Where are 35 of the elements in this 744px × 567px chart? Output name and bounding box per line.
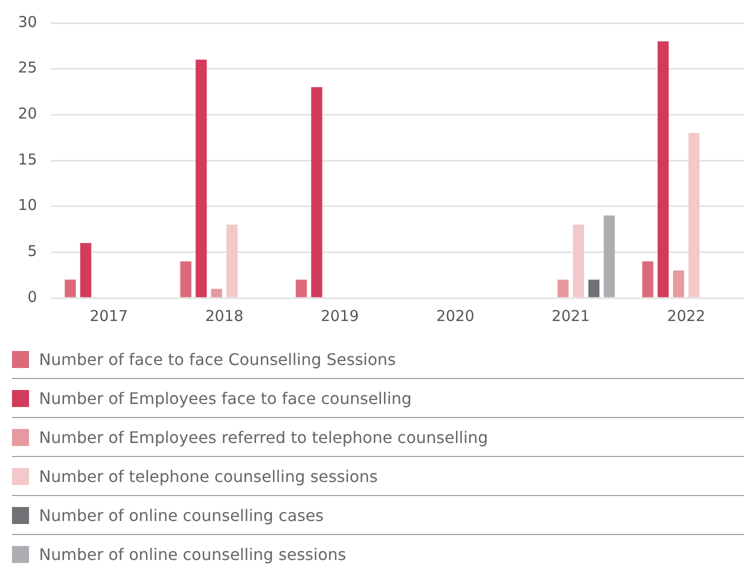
y-tick-label: 30 — [18, 12, 38, 31]
x-tick-label: 2022 — [667, 306, 706, 325]
x-tick-label: 2020 — [436, 306, 474, 325]
legend-label: Number of telephone counselling sessions — [39, 466, 378, 486]
bar — [688, 133, 700, 298]
y-tick-label: 20 — [18, 104, 38, 123]
y-tick-label: 15 — [18, 150, 38, 168]
bar — [180, 261, 192, 298]
y-tick-label: 5 — [28, 242, 38, 260]
bar — [604, 216, 615, 298]
bar — [211, 288, 222, 298]
bar — [642, 261, 654, 298]
bar — [196, 60, 207, 298]
bar — [673, 270, 684, 298]
x-tick-label: 2021 — [552, 306, 590, 325]
bar — [311, 87, 322, 298]
bar — [558, 280, 569, 298]
y-tick-label: 10 — [18, 196, 38, 214]
legend-label: Number of online counselling sessions — [39, 544, 346, 564]
y-tick-label: 0 — [28, 288, 38, 306]
bar — [296, 280, 307, 298]
x-tick-label: 2017 — [90, 306, 128, 325]
legend-label: Number of Employees referred to telephone counselling — [39, 428, 488, 446]
legend-label: Number of Employees face to face counselling — [39, 388, 412, 408]
bar — [658, 41, 669, 298]
x-tick-label: 2018 — [205, 306, 244, 325]
bar — [80, 243, 92, 298]
bar — [64, 280, 76, 298]
y-tick-label: 25 — [18, 58, 38, 77]
bar — [588, 280, 600, 298]
bar — [572, 224, 584, 298]
legend-label: Number of online counselling cases — [39, 506, 324, 524]
legend-label: Number of face to face Counselling Sessions — [39, 350, 396, 368]
bar — [226, 224, 238, 298]
x-tick-label: 2019 — [320, 306, 359, 325]
